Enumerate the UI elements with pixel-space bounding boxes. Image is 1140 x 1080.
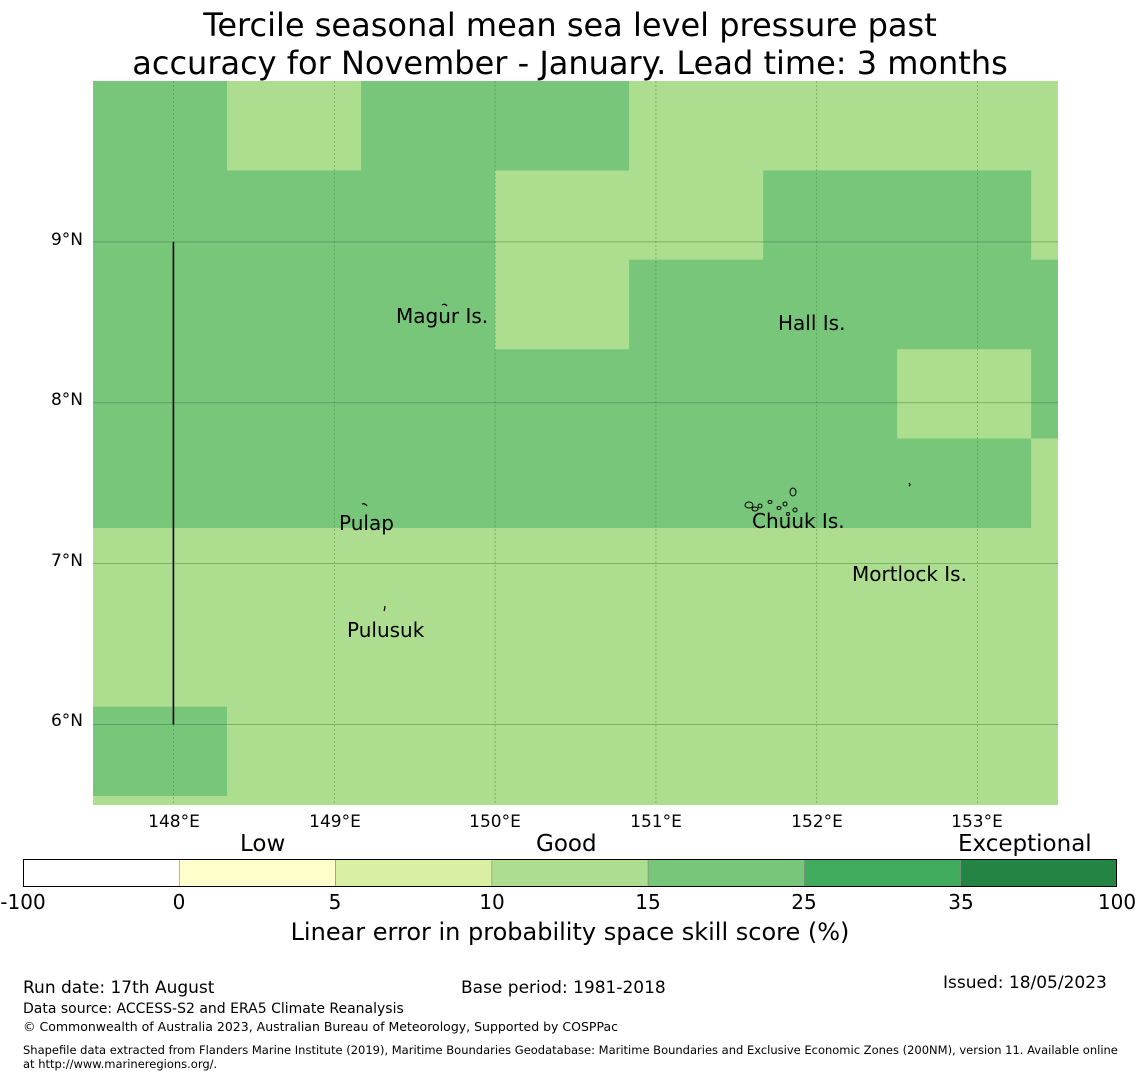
colorbar-tick: 0 [172,890,186,914]
skill-cell [1031,170,1058,261]
chuuk-island-outline [789,487,797,497]
place-label-chuuk: Chuuk Is. [752,509,845,533]
place-label-pulusuk: Pulusuk [347,618,425,642]
colorbar-tick: 100 [1097,890,1137,914]
colorbar-tick: -100 [0,890,46,914]
lat-label-8n: 8°N [50,390,83,410]
colorbar-outline [23,859,1117,887]
lon-label-151e: 151°E [630,812,682,832]
map-title: Tercile seasonal mean sea level pressure… [0,6,1140,82]
skill-cell [93,527,1058,708]
colorbar-tick: 35 [948,890,974,914]
place-label-pulap: Pulap [339,511,394,535]
place-label-magur: Magur Is. [396,304,489,328]
skill-cell [93,706,228,797]
skill-cell [495,349,898,529]
place-label-mortlock: Mortlock Is. [852,562,967,586]
mortlock-island-outline [908,482,911,487]
skill-cell [93,170,496,529]
shapefile-credit: Shapefile data extracted from Flanders M… [23,1043,1118,1071]
colorbar-tick: 10 [479,890,505,914]
copyright-notice: © Commonwealth of Australia 2023, Austra… [23,1019,618,1034]
chuuk-island-outline [782,501,788,507]
colorbar-segment [23,859,180,887]
lon-label-149e: 149°E [309,812,361,832]
skill-cell [629,259,1058,350]
colorbar-segment [335,859,493,887]
lon-label-152e: 152°E [791,812,843,832]
lat-label-9n: 9°N [50,230,83,250]
lon-label-150e: 150°E [469,812,521,832]
run-date: Run date: 17th August [23,978,215,998]
chuuk-island-outline [792,507,798,513]
skill-cell [1031,349,1058,439]
chuuk-island-outline [786,512,790,516]
chuuk-island-outline [757,503,763,509]
issued-date: Issued: 18/05/2023 [943,973,1107,993]
title-line-1: Tercile seasonal mean sea level pressure… [203,6,937,44]
colorbar-label: Linear error in probability space skill … [290,918,850,946]
colorbar [23,859,1117,887]
chuuk-island-outline [751,506,759,512]
skill-cell [93,795,1058,805]
skill-score-map [93,81,1058,805]
colorbar-segment [647,859,805,887]
skill-cell [897,438,1032,529]
colorbar-segment [960,859,1117,887]
skill-cell [226,706,1058,797]
lat-label-6n: 6°N [50,711,83,731]
lat-label-7n: 7°N [50,551,83,571]
skill-cell [495,170,764,261]
colorbar-segment [804,859,962,887]
skill-cell [93,81,228,171]
legend-category-good: Good [536,831,597,857]
data-source: Data source: ACCESS-S2 and ERA5 Climate … [23,1001,404,1017]
lon-label-153e: 153°E [951,812,1003,832]
skill-cell [763,170,1032,261]
skill-cell [897,349,1032,439]
lon-label-148e: 148°E [148,812,200,832]
pulusuk-island-outline [383,605,386,612]
skill-cell [226,81,362,171]
skill-cell [1031,438,1058,529]
legend-category-low: Low [240,831,286,857]
title-line-2: accuracy for November - January. Lead ti… [132,44,1008,82]
colorbar-segment [178,859,336,887]
skill-cell [495,259,630,350]
chuuk-island-outline [776,506,782,510]
colorbar-tick: 15 [635,890,661,914]
chuuk-island-outline [744,501,754,509]
legend-category-exceptional: Exceptional [958,831,1092,857]
colorbar-tick: 5 [328,890,342,914]
skill-cell [629,81,1058,171]
colorbar-tick: 25 [791,890,817,914]
magur-island-outline [441,303,448,307]
pulap-island-outline [361,503,368,507]
colorbar-segment [491,859,649,887]
place-label-hall: Hall Is. [778,311,846,335]
base-period: Base period: 1981-2018 [461,978,666,998]
chuuk-island-outline [767,500,773,504]
